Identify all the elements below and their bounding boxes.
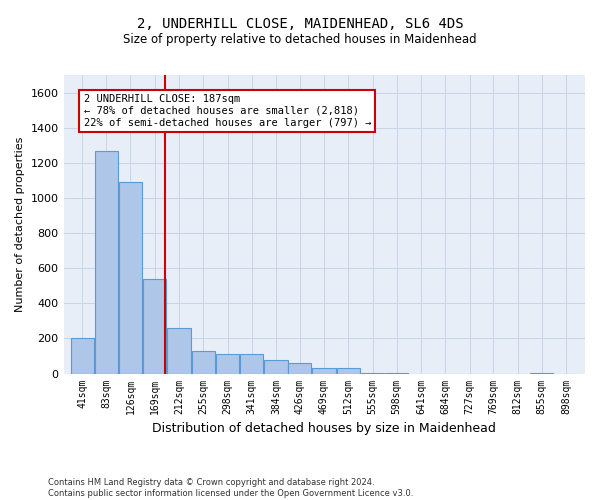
Bar: [240, 354, 263, 374]
Bar: [265, 360, 287, 374]
Bar: [288, 363, 311, 374]
Y-axis label: Number of detached properties: Number of detached properties: [15, 136, 25, 312]
X-axis label: Distribution of detached houses by size in Maidenhead: Distribution of detached houses by size …: [152, 422, 496, 435]
Bar: [95, 150, 118, 374]
Bar: [191, 350, 215, 374]
Bar: [216, 354, 239, 374]
Text: Contains HM Land Registry data © Crown copyright and database right 2024.
Contai: Contains HM Land Registry data © Crown c…: [48, 478, 413, 498]
Bar: [361, 372, 384, 374]
Text: Size of property relative to detached houses in Maidenhead: Size of property relative to detached ho…: [123, 32, 477, 46]
Bar: [119, 182, 142, 374]
Text: 2, UNDERHILL CLOSE, MAIDENHEAD, SL6 4DS: 2, UNDERHILL CLOSE, MAIDENHEAD, SL6 4DS: [137, 18, 463, 32]
Bar: [337, 368, 360, 374]
Bar: [385, 372, 409, 374]
Bar: [313, 368, 335, 374]
Bar: [71, 338, 94, 374]
Bar: [530, 372, 553, 374]
Bar: [167, 328, 191, 374]
Bar: [143, 278, 166, 374]
Text: 2 UNDERHILL CLOSE: 187sqm
← 78% of detached houses are smaller (2,818)
22% of se: 2 UNDERHILL CLOSE: 187sqm ← 78% of detac…: [83, 94, 371, 128]
